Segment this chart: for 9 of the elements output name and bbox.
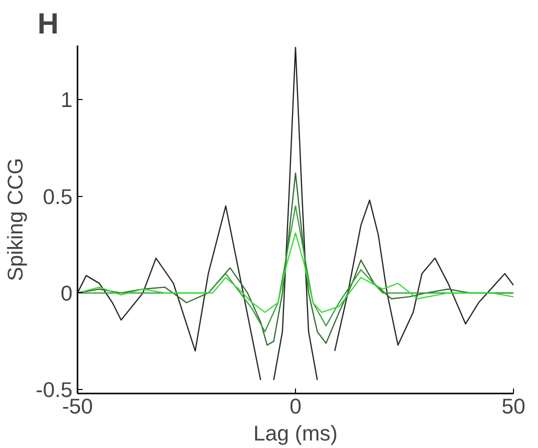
- chart-title: H: [38, 8, 59, 40]
- y-tick-label: 0: [60, 281, 73, 306]
- y-axis-title: Spiking CCG: [4, 158, 28, 282]
- x-tick-label: 50: [502, 394, 526, 418]
- x-axis-title: Lag (ms): [253, 422, 338, 446]
- x-tick-label: 0: [290, 394, 302, 418]
- y-tick-label: 0.5: [42, 184, 73, 209]
- y-tick-label: 1: [60, 88, 73, 112]
- line-series: [78, 232, 514, 313]
